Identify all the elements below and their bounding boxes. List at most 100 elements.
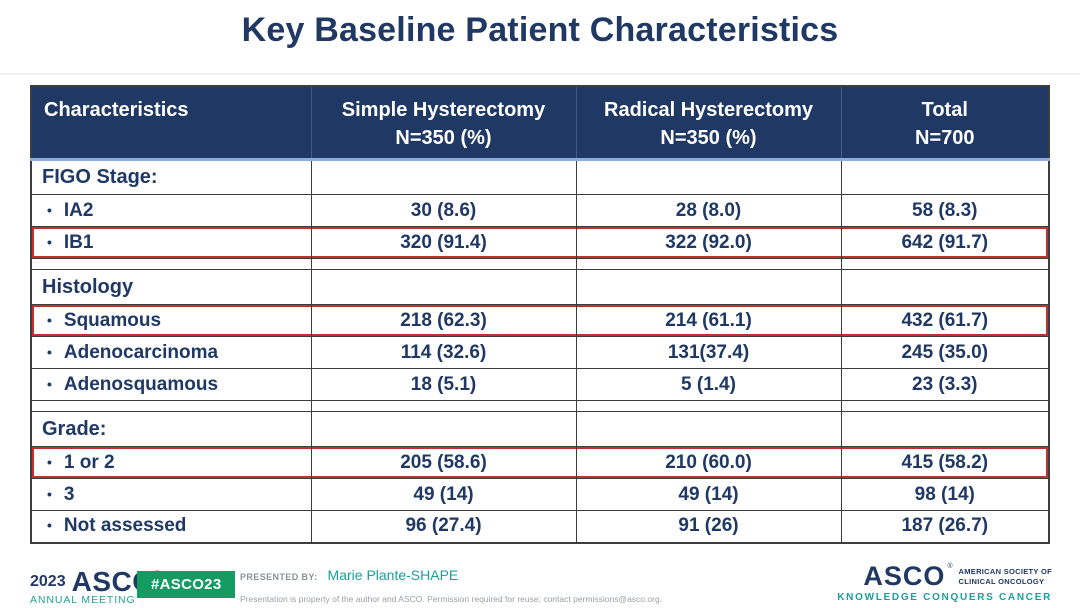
spacer-cell bbox=[310, 400, 577, 412]
table-row-ib1-highlighted: • IB1 320 (91.4) 322 (92.0) 642 (91.7) bbox=[30, 226, 1050, 259]
section-label: Grade: bbox=[30, 411, 312, 447]
column-header-simple-hysterectomy: Simple Hysterectomy N=350 (%) bbox=[310, 85, 577, 161]
spacer-row bbox=[30, 400, 1050, 412]
cell-value bbox=[575, 159, 842, 195]
table-row-grade: Grade: bbox=[30, 411, 1050, 447]
bullet-icon: • bbox=[47, 375, 52, 392]
column-header-characteristics: Characteristics bbox=[30, 85, 312, 161]
row-label: 1 or 2 bbox=[63, 451, 115, 473]
row-label: 3 bbox=[63, 483, 75, 505]
bullet-icon: • bbox=[47, 311, 52, 328]
table-row-grade-1-or-2-highlighted: • 1 or 2 205 (58.6) 210 (60.0) 415 (58.2) bbox=[30, 446, 1050, 479]
spacer-cell bbox=[575, 258, 842, 270]
page-title: Key Baseline Patient Characteristics bbox=[241, 11, 839, 49]
column-header-subtext: N=350 (%) bbox=[395, 127, 492, 149]
cell-value: 432 (61.7) bbox=[840, 304, 1050, 337]
row-label-cell: • 1 or 2 bbox=[30, 446, 312, 479]
cell-value bbox=[310, 269, 577, 305]
cell-value: 218 (62.3) bbox=[310, 304, 577, 337]
row-label-cell: • Not assessed bbox=[30, 510, 312, 543]
column-header-total: Total N=700 bbox=[840, 85, 1050, 161]
cell-value: 49 (14) bbox=[575, 478, 842, 511]
slide-footer: 2023 ASCO® ANNUAL MEETING #ASCO23 PRESENT… bbox=[0, 558, 1080, 608]
spacer-cell bbox=[310, 258, 577, 270]
presented-by-label: PRESENTED BY: bbox=[240, 572, 318, 582]
column-header-label: Total bbox=[921, 99, 968, 121]
row-label-cell: • Squamous bbox=[30, 304, 312, 337]
row-label: Adenosquamous bbox=[63, 373, 219, 395]
cell-value: 131(37.4) bbox=[575, 336, 842, 369]
table-row-grade-3: • 3 49 (14) 49 (14) 98 (14) bbox=[30, 478, 1050, 511]
table-header-row: Characteristics Simple Hysterectomy N=35… bbox=[30, 85, 1050, 161]
society-name: AMERICAN SOCIETY OF CLINICAL ONCOLOGY bbox=[959, 567, 1052, 587]
row-label-cell: • Adenocarcinoma bbox=[30, 336, 312, 369]
presenter-name: Marie Plante-SHAPE bbox=[327, 567, 459, 583]
column-header-label: Characteristics bbox=[44, 99, 189, 121]
table-row-histology: Histology bbox=[30, 269, 1050, 305]
cell-value: 415 (58.2) bbox=[840, 446, 1050, 479]
cell-value bbox=[575, 269, 842, 305]
cell-value: 245 (35.0) bbox=[840, 336, 1050, 369]
asco-tagline: KNOWLEDGE CONQUERS CANCER bbox=[837, 592, 1052, 603]
row-label: Not assessed bbox=[63, 515, 187, 537]
cell-value bbox=[575, 411, 842, 447]
row-label-cell: • IB1 bbox=[30, 226, 312, 259]
row-label-cell: • Adenosquamous bbox=[30, 368, 312, 401]
cell-value: 114 (32.6) bbox=[310, 336, 577, 369]
trademark-symbol: ® bbox=[947, 563, 953, 570]
cell-value: 98 (14) bbox=[840, 478, 1050, 511]
society-name-line1: AMERICAN SOCIETY OF bbox=[958, 566, 1052, 576]
row-label: IA2 bbox=[63, 199, 94, 221]
cell-value bbox=[840, 269, 1050, 305]
row-label: Adenocarcinoma bbox=[63, 341, 219, 363]
presented-by-block: PRESENTED BY: Marie Plante-SHAPE Presenta… bbox=[240, 567, 662, 604]
bullet-icon: • bbox=[47, 517, 52, 534]
spacer-cell bbox=[30, 400, 312, 412]
copyright-disclaimer: Presentation is property of the author a… bbox=[240, 594, 663, 604]
bullet-icon: • bbox=[47, 233, 52, 250]
table-row-not-assessed: • Not assessed 96 (27.4) 91 (26) 187 (26.… bbox=[30, 510, 1050, 543]
cell-value: 5 (1.4) bbox=[575, 368, 842, 401]
column-header-subtext: N=700 bbox=[915, 127, 975, 149]
cell-value: 205 (58.6) bbox=[310, 446, 577, 479]
cell-value: 187 (26.7) bbox=[840, 510, 1050, 543]
spacer-cell bbox=[840, 400, 1050, 412]
cell-value bbox=[840, 159, 1050, 195]
cell-value: 23 (3.3) bbox=[840, 368, 1050, 401]
hashtag-badge: #ASCO23 bbox=[137, 571, 236, 598]
cell-value: 28 (8.0) bbox=[575, 194, 842, 227]
cell-value: 91 (26) bbox=[575, 510, 842, 543]
row-label-cell: • 3 bbox=[30, 478, 312, 511]
table-row-squamous-highlighted: • Squamous 218 (62.3) 214 (61.1) 432 (61.… bbox=[30, 304, 1050, 337]
bullet-icon: • bbox=[47, 453, 52, 470]
cell-value: 210 (60.0) bbox=[575, 446, 842, 479]
spacer-cell bbox=[575, 400, 842, 412]
asco-society-logo: ASCO ® AMERICAN SOCIETY OF CLINICAL ONCOL… bbox=[837, 563, 1052, 604]
row-label-cell: • IA2 bbox=[30, 194, 312, 227]
row-label: IB1 bbox=[63, 231, 94, 253]
cell-value: 49 (14) bbox=[310, 478, 577, 511]
bullet-icon: • bbox=[47, 201, 52, 218]
cell-value: 30 (8.6) bbox=[310, 194, 577, 227]
patient-characteristics-table: Characteristics Simple Hysterectomy N=35… bbox=[30, 85, 1050, 544]
cell-value: 58 (8.3) bbox=[840, 194, 1050, 227]
cell-value: 322 (92.0) bbox=[575, 226, 842, 259]
column-header-subtext: N=350 (%) bbox=[660, 127, 757, 149]
section-label: Histology bbox=[30, 269, 312, 305]
section-label: FIGO Stage: bbox=[30, 159, 312, 195]
meeting-year: 2023 bbox=[30, 573, 66, 590]
cell-value: 642 (91.7) bbox=[840, 226, 1050, 259]
table-row-figo-stage: FIGO Stage: bbox=[30, 159, 1050, 195]
row-label: Squamous bbox=[63, 309, 162, 331]
table-row-ia2: • IA2 30 (8.6) 28 (8.0) 58 (8.3) bbox=[30, 194, 1050, 227]
table-row-adenosquamous: • Adenosquamous 18 (5.1) 5 (1.4) 23 (3.3) bbox=[30, 368, 1050, 401]
cell-value: 18 (5.1) bbox=[310, 368, 577, 401]
cell-value: 320 (91.4) bbox=[310, 226, 577, 259]
title-divider bbox=[0, 73, 1080, 75]
spacer-cell bbox=[30, 258, 312, 270]
cell-value: 214 (61.1) bbox=[575, 304, 842, 337]
bullet-icon: • bbox=[47, 343, 52, 360]
cell-value bbox=[310, 159, 577, 195]
annual-meeting-label: ANNUAL MEETING bbox=[30, 594, 136, 606]
